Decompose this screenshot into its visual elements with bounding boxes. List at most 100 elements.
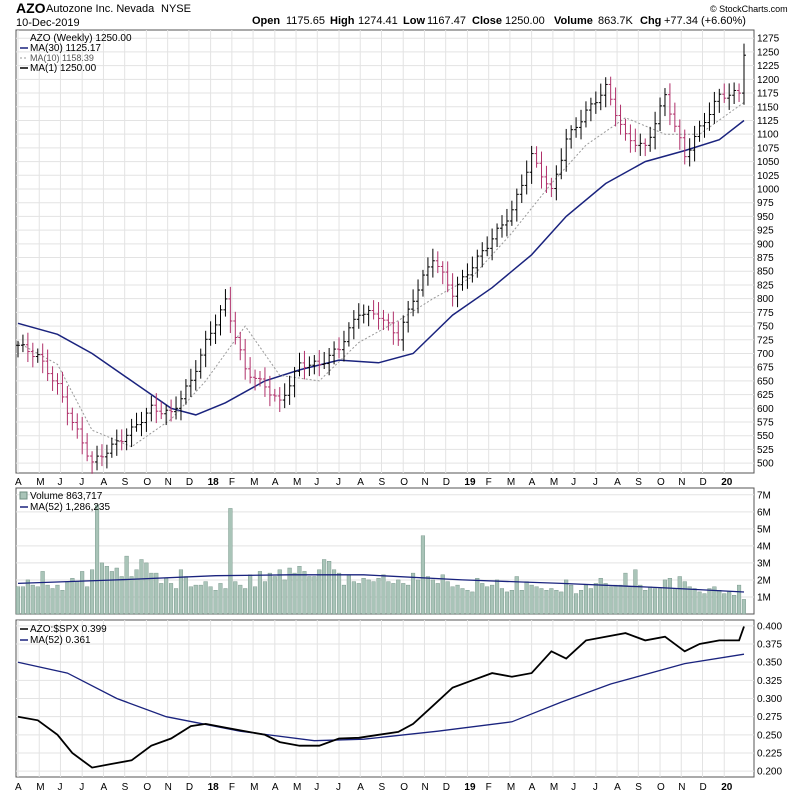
x-axis-label: A [15,782,22,793]
volume-legend-main: Volume 863,717 [30,491,103,502]
ratio-tick-label: 0.225 [757,749,782,760]
volume-bar [672,588,677,615]
volume-bar [104,566,109,615]
volume-bars [15,504,746,615]
volume-bar [188,586,193,615]
x-axis-label: O [657,782,665,793]
volume-bar [425,576,430,615]
x-axis-label: A [15,477,22,488]
volume-bar [564,579,569,615]
price-tick-label: 825 [757,280,774,291]
volume-bar [50,588,55,615]
volume-bar [257,571,263,615]
volume-bar [228,508,233,615]
x-axis-label: F [229,477,235,488]
volume-bar [20,586,26,615]
price-tick-label: 975 [757,198,774,209]
volume-bar [549,588,554,615]
ratio-y-ticks: 0.400 0.375 0.350 0.325 0.300 0.275 0.250 0.225… [757,621,782,777]
volume-bar [579,590,584,615]
header-close: 1250.00 [505,15,545,27]
price-legend: AZO (Weekly) 1250.00 MA(30) 1125.17 MA(1… [20,33,132,74]
volume-bar [139,559,144,615]
volume-bar [248,574,253,615]
volume-bar [638,584,643,615]
x-axis-label: N [678,782,685,793]
volume-bar [475,578,480,615]
price-tick-label: 950 [757,212,774,223]
x-axis-label: O [657,477,665,488]
volume-bar [465,590,470,615]
x-axis-label: A [100,782,107,793]
header-low-label: Low [403,15,425,27]
x-axis-label: N [165,782,172,793]
price-tick-label: 1000 [757,184,780,195]
volume-tick-label: 1M [757,592,771,603]
volume-bar [692,588,697,615]
volume-ma52-line [17,574,745,593]
ratio-legend: AZO:$SPX 0.399 MA(52) 0.361 [20,624,107,646]
x-axis-label: M [550,477,558,488]
x-axis-label: A [357,782,364,793]
volume-bar [356,583,361,615]
header-close-label: Close [472,15,502,27]
volume-bar [346,574,351,615]
volume-bar [445,581,450,615]
price-tick-label: 1125 [757,116,779,127]
x-axis-label: M [550,782,558,793]
volume-tick-label: 5M [757,524,771,535]
volume-bar [341,584,347,615]
volume-bar [75,581,80,615]
volume-bar [361,578,366,615]
x-axis-label: D [700,782,707,793]
x-axis-bottom-labels: A M J J A S O N D 18 F M A M J J A S O N D 19 F M A M J J A S O N D 20 [15,782,733,793]
header-chg-label: Chg [640,15,661,27]
volume-bar [30,584,35,615]
x-axis-label: A [357,477,364,488]
volume-bar [420,535,426,615]
price-tick-label: 1275 [757,34,780,45]
volume-bar [114,567,119,615]
volume-bar [470,591,475,615]
x-axis-label: M [293,477,301,488]
volume-bar [697,591,702,615]
volume-bar [287,567,292,615]
x-axis-label: S [635,782,642,793]
volume-bar [381,574,386,615]
volume-bar [144,562,149,615]
x-axis-label: J [336,782,341,793]
volume-bar [252,586,258,615]
ratio-tick-label: 0.325 [757,676,782,687]
volume-bar [25,579,30,615]
ratio-legend-main: AZO:$SPX 0.399 [30,624,107,635]
volume-bar [737,584,742,615]
volume-bar [213,590,218,615]
volume-legend-swatch [19,491,28,500]
header-high: 1274.41 [358,15,398,27]
volume-bar [183,576,188,615]
price-tick-label: 725 [757,335,774,346]
volume-bar [129,576,134,615]
volume-bar [238,584,243,615]
price-tick-label: 500 [757,459,774,470]
ratio-panel: 0.400 0.375 0.350 0.325 0.300 0.275 0.250 0.225… [15,619,782,778]
volume-bar [687,586,692,615]
volume-bar [406,584,411,615]
volume-bar [243,588,248,615]
volume-bar [603,583,608,615]
volume-bar [430,579,435,615]
x-axis-label: M [250,477,258,488]
volume-bar [203,581,208,615]
volume-bar [99,562,104,615]
ratio-series [17,626,745,769]
x-axis-label: M [250,782,258,793]
volume-bar [282,579,287,615]
volume-bar [223,588,228,615]
volume-bar [440,574,445,615]
ratio-legend-ma52: MA(52) 0.361 [30,635,91,646]
volume-bar [574,593,579,615]
x-axis-label: N [421,782,428,793]
volume-bar [554,590,559,615]
volume-bar [717,590,722,615]
